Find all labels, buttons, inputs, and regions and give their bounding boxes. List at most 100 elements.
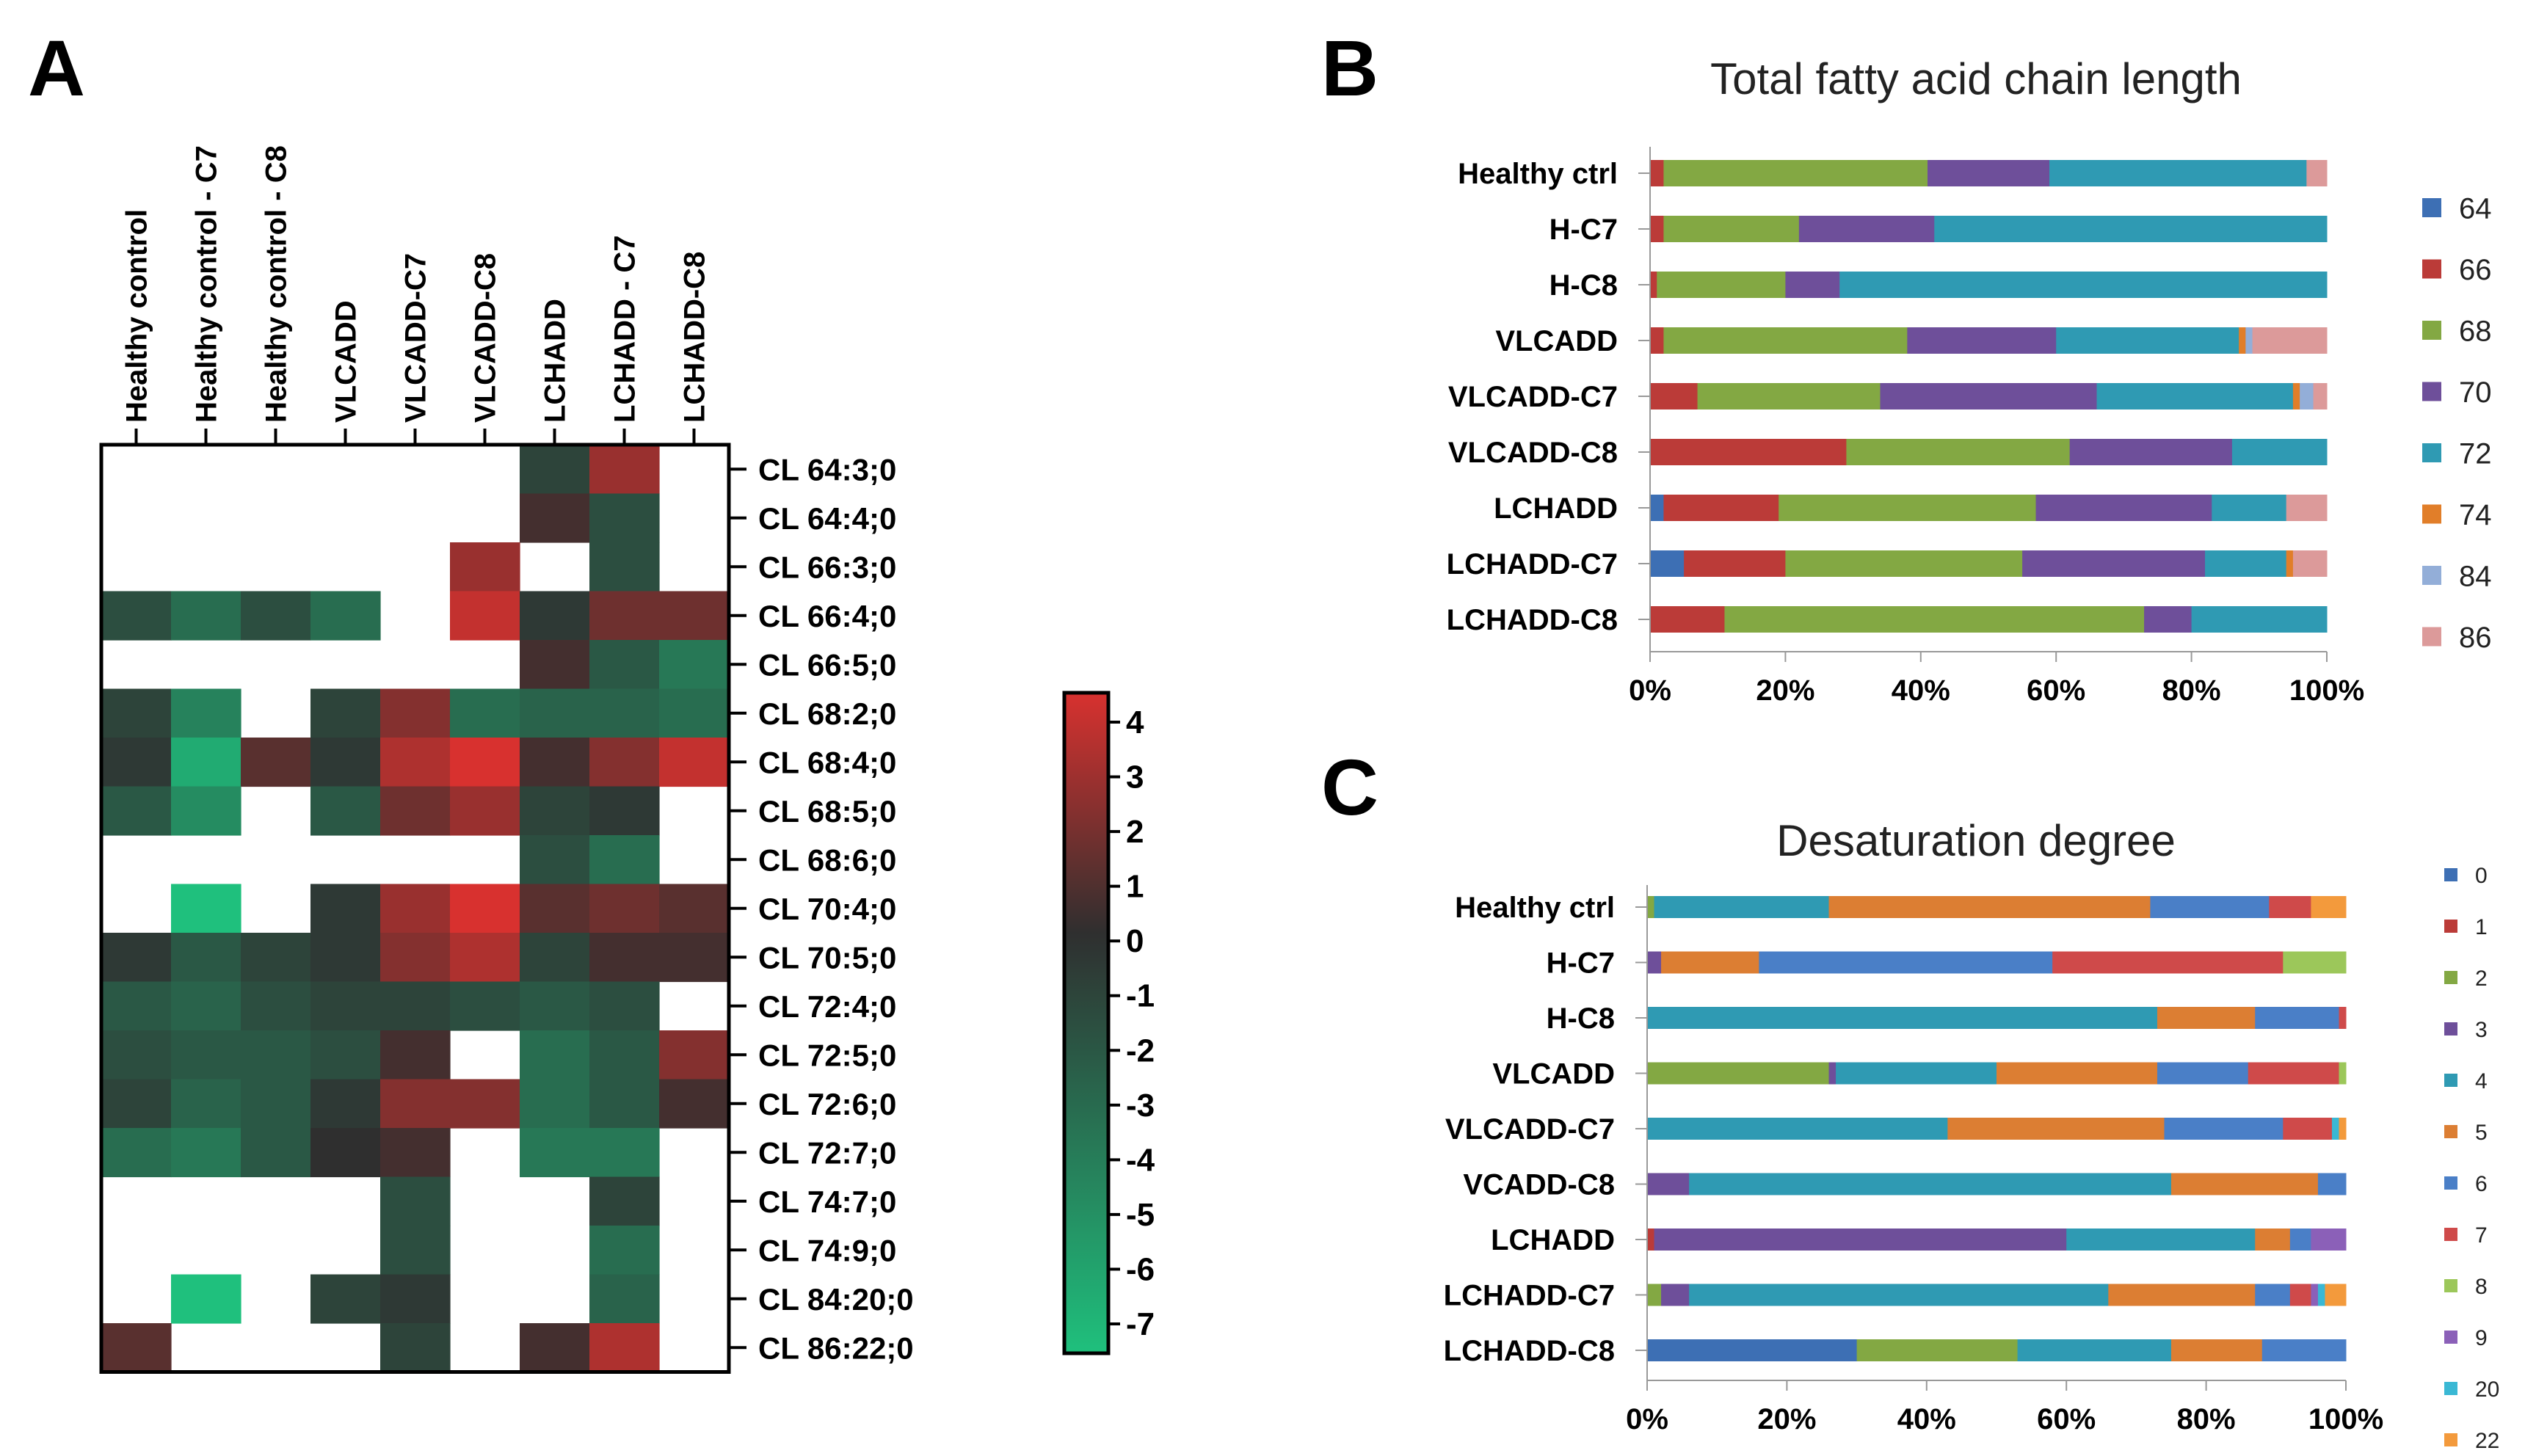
- category-label: VCADD-C8: [1463, 1169, 1615, 1201]
- heatmap-cell: [520, 688, 590, 738]
- legend-swatch: [2444, 1125, 2457, 1138]
- bar-segment: [1647, 1173, 1690, 1195]
- bar-segment: [2056, 327, 2239, 354]
- heatmap-cell: [450, 786, 520, 836]
- legend-label: 68: [2459, 315, 2492, 347]
- legend-swatch: [2422, 627, 2441, 647]
- bar-segment: [1661, 951, 1759, 974]
- bar-segment: [1724, 606, 2145, 633]
- heatmap-cell: [171, 1079, 241, 1129]
- heatmap-row-label: CL 72:6;0: [758, 1087, 896, 1121]
- colorbar-tick-label: -3: [1126, 1088, 1155, 1124]
- heatmap-cell: [171, 738, 241, 787]
- bar-segment: [1684, 550, 1786, 577]
- heatmap-column-label: Healthy control - C8: [261, 145, 293, 423]
- heatmap-cell: [101, 786, 172, 836]
- bar-segment: [2212, 495, 2287, 521]
- heatmap-row-label: CL 72:4;0: [758, 989, 896, 1024]
- legend-label: 72: [2459, 437, 2492, 470]
- bar-segment: [2248, 1062, 2339, 1085]
- bar-segment: [1650, 606, 1725, 633]
- colorbar-tick-label: 2: [1126, 814, 1144, 850]
- bar-segment: [2231, 439, 2328, 465]
- heatmap-cell: [101, 688, 172, 738]
- bar-segment: [1928, 160, 2050, 186]
- heatmap-cell: [589, 1323, 660, 1373]
- heatmap-row-label: CL 70:4;0: [758, 892, 896, 926]
- x-tick-label: 100%: [2308, 1403, 2383, 1435]
- legend-swatch: [2444, 1279, 2457, 1292]
- legend-label: 74: [2459, 499, 2492, 531]
- heatmap-cell: [589, 688, 660, 738]
- heatmap-cell: [589, 1030, 660, 1080]
- panel-label-b: B: [1321, 23, 1378, 112]
- bar-segment: [2311, 1284, 2319, 1306]
- legend-label: 4: [2475, 1069, 2488, 1093]
- bar-segment: [2289, 1284, 2311, 1306]
- bar-segment: [2331, 1118, 2339, 1140]
- heatmap-cell: [659, 591, 730, 641]
- category-label: H-C8: [1549, 269, 1618, 302]
- colorbar-tick-label: -6: [1126, 1251, 1155, 1287]
- category-label: LCHADD-C7: [1447, 548, 1618, 580]
- heatmap-row-label: CL 74:9;0: [758, 1233, 896, 1267]
- category-label: H-C8: [1547, 1002, 1615, 1035]
- heatmap-cell: [380, 1176, 451, 1226]
- heatmap-cell: [589, 542, 660, 592]
- heatmap-cell: [589, 835, 660, 885]
- colorbar-tick-label: -5: [1126, 1197, 1155, 1233]
- bar-segment: [1647, 1007, 2158, 1029]
- bar-segment: [2269, 896, 2311, 918]
- bar-segment: [2261, 1339, 2347, 1361]
- heatmap-cell: [450, 591, 520, 641]
- heatmap-cell: [310, 786, 381, 836]
- heatmap-cell: [520, 981, 590, 1031]
- bar-segment: [1647, 1339, 1858, 1361]
- heatmap-cell: [310, 933, 381, 983]
- heatmap-cell: [520, 1079, 590, 1129]
- heatmap-cell: [171, 981, 241, 1031]
- bar-segment: [1663, 216, 1800, 242]
- heatmap-cell: [380, 1128, 451, 1178]
- bar-segment: [1907, 327, 2057, 354]
- bar-segment: [1880, 383, 2098, 410]
- category-label: H-C7: [1549, 214, 1618, 246]
- category-label: LCHADD-C7: [1444, 1280, 1615, 1312]
- bar-segment: [1785, 550, 2023, 577]
- x-tick-label: 20%: [1757, 1403, 1816, 1435]
- heatmap-row-label: CL 66:3;0: [758, 550, 896, 584]
- desaturation-title: Desaturation degree: [1776, 816, 2176, 865]
- panel-label-a: A: [28, 23, 85, 112]
- bar-segment: [2313, 383, 2328, 410]
- chain-length-title: Total fatty acid chain length: [1710, 54, 2242, 103]
- category-label: LCHADD: [1494, 492, 1618, 525]
- bar-segment: [1839, 272, 2328, 298]
- heatmap-cell: [241, 981, 311, 1031]
- heatmap-cell: [659, 640, 730, 690]
- category-label: H-C7: [1547, 947, 1615, 980]
- bar-segment: [1663, 327, 1908, 354]
- bar-segment: [2311, 1228, 2347, 1251]
- legend-swatch: [2422, 198, 2441, 217]
- heatmap-cell: [450, 738, 520, 787]
- heatmap-cell: [520, 835, 590, 885]
- legend-swatch: [2422, 566, 2441, 585]
- heatmap-cell: [101, 1323, 172, 1373]
- colorbar-gradient: [1062, 691, 1111, 1355]
- legend-label: 84: [2459, 560, 2492, 592]
- legend-label: 20: [2475, 1377, 2499, 1402]
- x-tick-label: 20%: [1756, 674, 1814, 707]
- heatmap-colorbar: 4 3 2 1 0 -1 -2 -3 -4 -5 -6 -7: [1062, 691, 1155, 1355]
- x-tick-label: 40%: [1892, 674, 1950, 707]
- heatmap-cell: [589, 884, 660, 933]
- heatmap-cell: [241, 1030, 311, 1080]
- heatmap-cell: [171, 1274, 241, 1324]
- legend-swatch: [2444, 1331, 2457, 1344]
- bar-segment: [1647, 951, 1662, 974]
- bar-segment: [2283, 951, 2347, 974]
- heatmap-cell: [589, 786, 660, 836]
- heatmap-row-label: CL 68:2;0: [758, 696, 896, 731]
- heatmap-cell: [450, 1079, 520, 1129]
- heatmap-column-label: LCHADD-C8: [679, 252, 711, 423]
- heatmap-cell: [520, 884, 590, 933]
